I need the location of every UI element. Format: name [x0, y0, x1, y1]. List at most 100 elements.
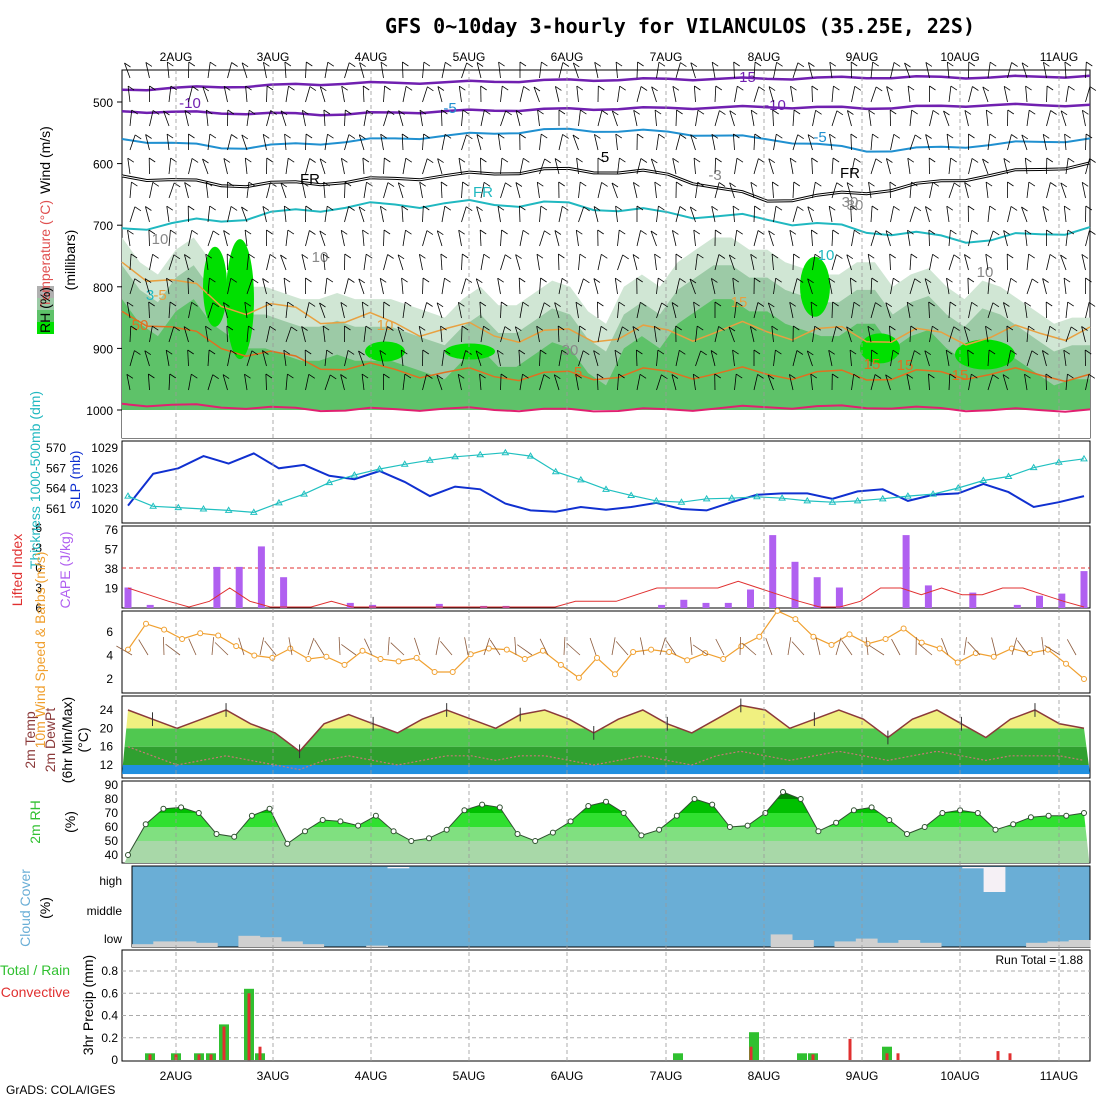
- wind-barb: [518, 277, 521, 295]
- temp-band: [122, 765, 1090, 775]
- wind-barb: [617, 158, 620, 175]
- wind-barb: [982, 86, 989, 103]
- wind-barb: [280, 182, 287, 199]
- wind-barb: [476, 206, 482, 223]
- rh2m-marker: [726, 824, 733, 830]
- wind-barb-flag: [419, 109, 427, 115]
- wind-barb-flag: [498, 61, 505, 67]
- wind-barb-flag: [832, 229, 840, 235]
- wind-barb: [714, 326, 719, 343]
- wind-barb-flag: [1046, 229, 1053, 235]
- wind-barb-flag: [971, 229, 979, 235]
- temp-unit-label: (°C): [75, 727, 91, 752]
- wind-barb: [734, 158, 738, 175]
- wind-barb: [909, 110, 913, 127]
- thickness-marker: [803, 496, 812, 504]
- wind10-marker: [413, 654, 420, 661]
- wind-barb-flag: [1028, 325, 1035, 331]
- wind-barb-flag: [914, 278, 921, 284]
- wind-barb-flag: [540, 205, 548, 211]
- cape-bar: [213, 566, 221, 608]
- wind-barb-flag: [1042, 350, 1049, 355]
- wind-barb: [188, 302, 192, 319]
- top-date-label: 10AUG: [940, 50, 979, 64]
- rh-key-swatch: [37, 286, 54, 298]
- wind-barb-flag: [925, 206, 932, 211]
- wind-barb-flag: [661, 302, 668, 308]
- wind-barb-flag: [387, 110, 395, 116]
- wind10-marker: [900, 625, 907, 632]
- wind-tick-label: 6: [106, 625, 113, 639]
- wind-barb: [985, 182, 989, 199]
- wind-barb: [223, 158, 228, 175]
- wind-barb: [340, 374, 345, 391]
- wind-barb: [578, 350, 584, 367]
- wind-barb-flag: [287, 157, 295, 163]
- wind-barb: [1026, 182, 1030, 199]
- contour-minus15: [121, 74, 1091, 92]
- wind-barb-flag: [815, 109, 822, 115]
- wind-barb-flag: [811, 85, 819, 91]
- rh2m-marker: [850, 807, 857, 814]
- wind-barb: [266, 254, 271, 271]
- wind-barb-flag: [479, 229, 487, 235]
- rh2m-marker: [266, 805, 273, 812]
- wind-barb: [322, 254, 326, 271]
- rh-tick-label: 80: [105, 792, 119, 806]
- wind-barb-flag: [797, 62, 805, 68]
- wind-barb: [441, 62, 446, 79]
- wind10-barb: [639, 637, 645, 656]
- wind-barb-flag: [302, 109, 309, 115]
- wind-barb-flag: [558, 109, 566, 115]
- wind-barb: [519, 374, 523, 391]
- wind-barb-flag: [1049, 325, 1057, 331]
- wind-barb: [851, 158, 855, 175]
- wind-barb: [558, 350, 563, 367]
- thickness-marker: [325, 478, 334, 486]
- wind-barb-flag: [575, 301, 583, 307]
- wind-barb-flag: [736, 301, 743, 307]
- top-date-label: 7AUG: [650, 50, 683, 64]
- wind-barb-flag: [540, 277, 547, 283]
- wind-barb-flag: [729, 254, 736, 260]
- wind10-barb: [566, 642, 581, 656]
- wind-barb-flag: [266, 85, 274, 91]
- wind10-barb: [116, 645, 133, 656]
- wind-barb-flag: [718, 254, 726, 259]
- wind-barb-flag: [269, 254, 277, 259]
- temp-band: [122, 746, 1090, 765]
- wind-barb: [266, 182, 271, 199]
- wind-barb: [675, 206, 681, 223]
- wind-barb-flag: [476, 62, 484, 67]
- wind-barb-flag: [911, 181, 918, 187]
- wind-barb: [246, 326, 249, 343]
- wind10-marker: [594, 654, 600, 661]
- cape-bar: [835, 587, 843, 608]
- wind-barb: [558, 134, 563, 151]
- wind-barb: [575, 230, 579, 247]
- wind-barb-flag: [1003, 85, 1011, 91]
- wind-barb-flag: [832, 301, 839, 307]
- wind-barb: [1003, 302, 1008, 319]
- wind-barb: [341, 86, 345, 103]
- wind-barb: [967, 349, 969, 367]
- wind-barb-flag: [982, 158, 989, 164]
- wind-barb: [187, 349, 189, 367]
- wind-barb: [323, 182, 326, 199]
- wind-barb: [266, 85, 268, 103]
- wind-barb-flag: [245, 157, 252, 163]
- wind-barb-flag: [280, 182, 288, 188]
- wind-barb-flag: [576, 229, 583, 235]
- wind-barb-flag: [562, 134, 569, 139]
- wind10-marker: [215, 632, 222, 639]
- wind-barb: [166, 134, 170, 151]
- wind-barb: [358, 350, 365, 367]
- wind-barb-flag: [230, 349, 237, 355]
- wind-barb-flag: [886, 158, 893, 163]
- wind-barb: [964, 182, 969, 199]
- wind-barb-flag: [301, 254, 309, 259]
- wind-barb-flag: [437, 230, 444, 236]
- wind-barb-flag: [711, 133, 719, 139]
